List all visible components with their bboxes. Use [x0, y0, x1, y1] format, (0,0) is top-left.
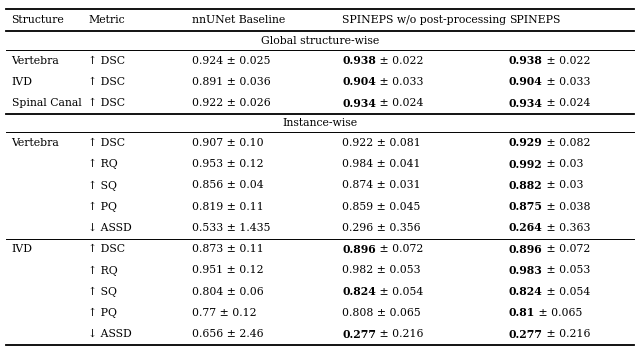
Text: ± 0.216: ± 0.216 — [543, 329, 590, 339]
Text: 0.896: 0.896 — [509, 244, 543, 255]
Text: 0.953 ± 0.12: 0.953 ± 0.12 — [192, 159, 264, 169]
Text: ± 0.072: ± 0.072 — [376, 244, 424, 254]
Text: 0.938: 0.938 — [342, 55, 376, 66]
Text: ↑ DSC: ↑ DSC — [88, 98, 125, 108]
Text: IVD: IVD — [12, 244, 33, 254]
Text: ± 0.033: ± 0.033 — [376, 77, 424, 87]
Text: Metric: Metric — [88, 15, 125, 25]
Text: SPINEPS w/o post-processing: SPINEPS w/o post-processing — [342, 15, 506, 25]
Text: 0.992: 0.992 — [509, 159, 543, 170]
Text: 0.859 ± 0.045: 0.859 ± 0.045 — [342, 202, 420, 212]
Text: 0.533 ± 1.435: 0.533 ± 1.435 — [192, 223, 271, 233]
Text: 0.982 ± 0.053: 0.982 ± 0.053 — [342, 265, 421, 275]
Text: ± 0.072: ± 0.072 — [543, 244, 590, 254]
Text: 0.874 ± 0.031: 0.874 ± 0.031 — [342, 180, 421, 190]
Text: ± 0.053: ± 0.053 — [543, 265, 590, 275]
Text: 0.929: 0.929 — [509, 137, 543, 149]
Text: ↑ SQ: ↑ SQ — [88, 287, 117, 297]
Text: 0.808 ± 0.065: 0.808 ± 0.065 — [342, 308, 421, 318]
Text: ↑ PQ: ↑ PQ — [88, 202, 117, 212]
Text: ± 0.03: ± 0.03 — [543, 180, 583, 190]
Text: ± 0.03: ± 0.03 — [543, 159, 583, 169]
Text: ↑ DSC: ↑ DSC — [88, 138, 125, 148]
Text: Vertebra: Vertebra — [12, 138, 60, 148]
Text: 0.277: 0.277 — [509, 329, 543, 340]
Text: SPINEPS: SPINEPS — [509, 15, 560, 25]
Text: ↑ RQ: ↑ RQ — [88, 159, 118, 169]
Text: ± 0.054: ± 0.054 — [543, 287, 590, 297]
Text: ± 0.216: ± 0.216 — [376, 329, 424, 339]
Text: 0.907 ± 0.10: 0.907 ± 0.10 — [192, 138, 264, 148]
Text: ↑ DSC: ↑ DSC — [88, 244, 125, 254]
Text: ↓ ASSD: ↓ ASSD — [88, 223, 132, 233]
Text: ± 0.024: ± 0.024 — [543, 98, 590, 108]
Text: ↑ DSC: ↑ DSC — [88, 56, 125, 66]
Text: 0.264: 0.264 — [509, 222, 543, 233]
Text: 0.856 ± 0.04: 0.856 ± 0.04 — [192, 180, 264, 190]
Text: ± 0.033: ± 0.033 — [543, 77, 590, 87]
Text: ↑ PQ: ↑ PQ — [88, 308, 117, 318]
Text: 0.882: 0.882 — [509, 180, 543, 191]
Text: 0.819 ± 0.11: 0.819 ± 0.11 — [192, 202, 264, 212]
Text: 0.77 ± 0.12: 0.77 ± 0.12 — [192, 308, 257, 318]
Text: 0.934: 0.934 — [342, 97, 376, 109]
Text: 0.938: 0.938 — [509, 55, 543, 66]
Text: 0.656 ± 2.46: 0.656 ± 2.46 — [192, 329, 264, 339]
Text: ↓ ASSD: ↓ ASSD — [88, 329, 132, 339]
Text: Instance-wise: Instance-wise — [282, 118, 358, 128]
Text: nnUNet Baseline: nnUNet Baseline — [192, 15, 285, 25]
Text: 0.924 ± 0.025: 0.924 ± 0.025 — [192, 56, 271, 66]
Text: 0.824: 0.824 — [509, 286, 543, 297]
Text: ↑ SQ: ↑ SQ — [88, 180, 117, 191]
Text: 0.891 ± 0.036: 0.891 ± 0.036 — [192, 77, 271, 87]
Text: ± 0.024: ± 0.024 — [376, 98, 424, 108]
Text: ± 0.363: ± 0.363 — [543, 223, 590, 233]
Text: Spinal Canal: Spinal Canal — [12, 98, 81, 108]
Text: ↑ RQ: ↑ RQ — [88, 265, 118, 276]
Text: 0.875: 0.875 — [509, 201, 543, 212]
Text: IVD: IVD — [12, 77, 33, 87]
Text: ± 0.065: ± 0.065 — [535, 308, 582, 318]
Text: 0.81: 0.81 — [509, 307, 535, 318]
Text: ± 0.082: ± 0.082 — [543, 138, 590, 148]
Text: 0.984 ± 0.041: 0.984 ± 0.041 — [342, 159, 421, 169]
Text: Vertebra: Vertebra — [12, 56, 60, 66]
Text: 0.904: 0.904 — [509, 76, 543, 87]
Text: 0.951 ± 0.12: 0.951 ± 0.12 — [192, 265, 264, 275]
Text: 0.873 ± 0.11: 0.873 ± 0.11 — [192, 244, 264, 254]
Text: Global structure-wise: Global structure-wise — [261, 36, 379, 46]
Text: 0.922 ± 0.026: 0.922 ± 0.026 — [192, 98, 271, 108]
Text: ↑ DSC: ↑ DSC — [88, 77, 125, 87]
Text: 0.296 ± 0.356: 0.296 ± 0.356 — [342, 223, 421, 233]
Text: 0.904: 0.904 — [342, 76, 376, 87]
Text: ± 0.022: ± 0.022 — [543, 56, 590, 66]
Text: Structure: Structure — [12, 15, 64, 25]
Text: 0.277: 0.277 — [342, 329, 376, 340]
Text: 0.804 ± 0.06: 0.804 ± 0.06 — [192, 287, 264, 297]
Text: 0.824: 0.824 — [342, 286, 376, 297]
Text: 0.896: 0.896 — [342, 244, 376, 255]
Text: 0.934: 0.934 — [509, 97, 543, 109]
Text: ± 0.054: ± 0.054 — [376, 287, 424, 297]
Text: 0.983: 0.983 — [509, 265, 543, 276]
Text: ± 0.038: ± 0.038 — [543, 202, 590, 212]
Text: ± 0.022: ± 0.022 — [376, 56, 424, 66]
Text: 0.922 ± 0.081: 0.922 ± 0.081 — [342, 138, 421, 148]
